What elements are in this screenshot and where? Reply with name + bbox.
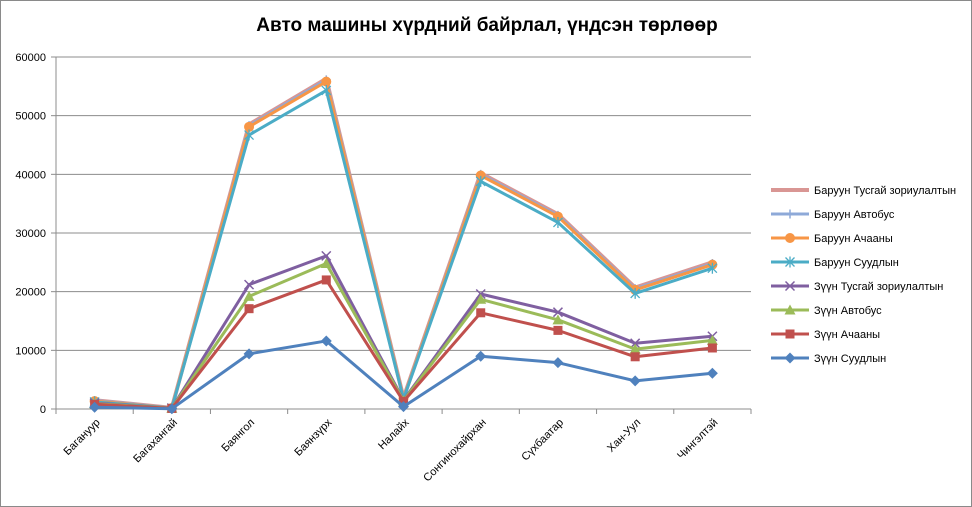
legend-marker (784, 280, 796, 292)
legend-label: Зүүн Ачааны (814, 329, 880, 341)
legend-item: Баруун Автобус (771, 209, 895, 221)
data-point (475, 350, 487, 362)
legend-item: Зүүн Тусгай зориулалтын (771, 280, 943, 293)
data-point (243, 290, 255, 301)
y-tick-label: 60000 (15, 52, 46, 64)
series-4 (89, 84, 718, 414)
legend-item: Зүүн Суудлын (771, 352, 886, 365)
legend-item: Баруун Суудлын (771, 256, 899, 269)
data-point (89, 401, 101, 413)
series-8 (89, 335, 718, 415)
legend-item: Баруун Тусгай зориулалтын (771, 185, 956, 197)
data-point (243, 348, 255, 360)
data-point (244, 129, 255, 141)
data-point (321, 250, 332, 261)
data-point (321, 76, 332, 87)
axes: 0 10000 20000 30000 40000 50000 60000 Багануур Б… (15, 52, 752, 485)
data-point (321, 275, 331, 285)
chart-title: Авто машины хүрдний байрлал, үндсэн төрл… (256, 15, 718, 36)
x-tick-label: Сүхбаатар (519, 417, 566, 464)
gridlines (56, 56, 751, 351)
data-point (630, 338, 641, 349)
data-point (398, 401, 409, 413)
data-point (630, 287, 641, 299)
legend-label: Баруун Тусгай зориулалтын (814, 185, 956, 197)
data-point (320, 335, 332, 347)
y-tick-label: 20000 (15, 287, 46, 299)
data-point (552, 216, 563, 228)
legend-item: Зүүн Ачааны (771, 329, 880, 341)
y-tick-label: 0 (40, 404, 46, 416)
legend-marker (784, 352, 796, 364)
data-point (166, 403, 178, 415)
data-point (476, 308, 486, 318)
legend-marker (785, 209, 795, 219)
data-point (707, 262, 718, 274)
data-point (475, 293, 487, 304)
data-point (321, 84, 332, 96)
y-tick-label: 50000 (15, 111, 46, 123)
data-point (244, 279, 255, 290)
x-tick-label: Багахангай (131, 417, 180, 466)
data-point (475, 175, 486, 187)
data-point (320, 258, 332, 269)
x-tick-label: Хан-Уул (605, 417, 643, 455)
legend-label: Зүүн Тусгай зориулалтын (814, 281, 943, 293)
data-point (553, 325, 563, 335)
legend-label: Баруун Ачааны (814, 233, 893, 245)
data-point (707, 343, 717, 353)
legend-marker (785, 233, 795, 243)
x-tick-label: Чингэлтэй (675, 417, 720, 462)
legend-item: Зүүн Автобус (771, 304, 882, 317)
series-line (94, 88, 713, 410)
data-point (244, 304, 254, 314)
data-point (706, 367, 718, 379)
legend-label: Баруун Автобус (814, 209, 895, 221)
data-point (629, 375, 641, 387)
x-tick-label: Сонгинохайрхан (421, 417, 489, 485)
legend-label: Баруун Суудлын (814, 257, 899, 269)
data-point (552, 357, 564, 369)
legend-marker (785, 256, 795, 268)
legend-item: Баруун Ачааны (771, 233, 893, 245)
data-point (552, 314, 564, 325)
legend-marker (785, 329, 795, 339)
y-tick-label: 30000 (15, 228, 46, 240)
series-lines (89, 75, 718, 415)
data-point (706, 334, 718, 345)
legend-marker (784, 304, 796, 315)
x-tick-label: Налайх (376, 416, 412, 452)
legend: Баруун Тусгай зориулалтын Баруун Автобус Б… (771, 185, 956, 365)
data-point (629, 343, 641, 354)
legend-label: Зүүн Автобус (814, 305, 882, 317)
y-tick-label: 10000 (15, 345, 46, 357)
x-tick-label: Багануур (62, 417, 103, 458)
y-tick-label: 40000 (15, 169, 46, 181)
data-point (630, 352, 640, 362)
legend-label: Зүүн Суудлын (814, 353, 886, 365)
data-point (552, 307, 563, 318)
x-tick-label: Баянгол (219, 417, 257, 455)
x-tick-label: Баянзүрх (292, 416, 334, 458)
